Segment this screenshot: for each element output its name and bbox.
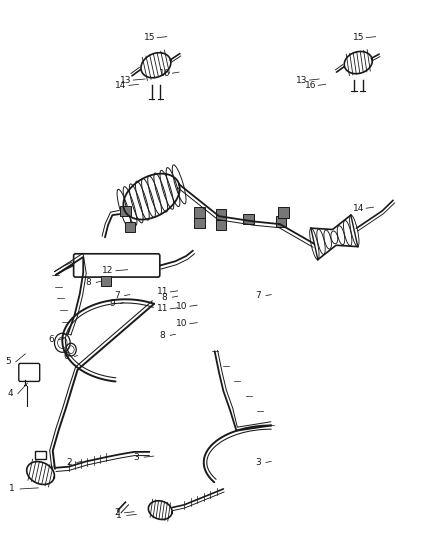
Text: 10: 10: [176, 319, 188, 328]
Text: 2: 2: [114, 508, 120, 517]
Text: 6: 6: [64, 352, 70, 361]
Text: 6: 6: [49, 335, 54, 344]
Text: 8: 8: [85, 278, 91, 287]
Text: 15: 15: [353, 33, 364, 42]
Text: 16: 16: [159, 69, 170, 78]
Text: 10: 10: [176, 302, 188, 311]
Text: 2: 2: [66, 458, 72, 467]
Text: 8: 8: [162, 293, 167, 302]
Bar: [194, 207, 205, 217]
Text: 16: 16: [305, 81, 316, 90]
Text: 12: 12: [102, 266, 114, 275]
Text: 11: 11: [157, 304, 168, 313]
Text: 5: 5: [5, 357, 11, 366]
Bar: [244, 214, 254, 224]
Text: 15: 15: [144, 33, 155, 42]
Bar: [278, 207, 289, 217]
Text: 3: 3: [255, 458, 261, 467]
Text: 11: 11: [157, 287, 168, 296]
Text: 1: 1: [9, 484, 15, 494]
Bar: [120, 206, 131, 216]
Text: 7: 7: [255, 291, 261, 300]
Bar: [216, 209, 226, 220]
Text: 7: 7: [114, 291, 120, 300]
Bar: [35, 451, 46, 459]
Text: 1: 1: [116, 511, 122, 520]
Bar: [194, 218, 205, 228]
Bar: [216, 220, 226, 230]
Text: 13: 13: [120, 76, 131, 85]
Text: 9: 9: [110, 299, 115, 308]
Text: 14: 14: [353, 204, 364, 213]
Text: 14: 14: [115, 81, 127, 90]
Bar: [276, 216, 286, 227]
Text: 3: 3: [134, 453, 139, 462]
Text: 8: 8: [159, 331, 165, 340]
Bar: [101, 276, 111, 286]
Bar: [124, 222, 135, 232]
Text: 13: 13: [296, 76, 307, 85]
Text: 4: 4: [7, 389, 13, 398]
